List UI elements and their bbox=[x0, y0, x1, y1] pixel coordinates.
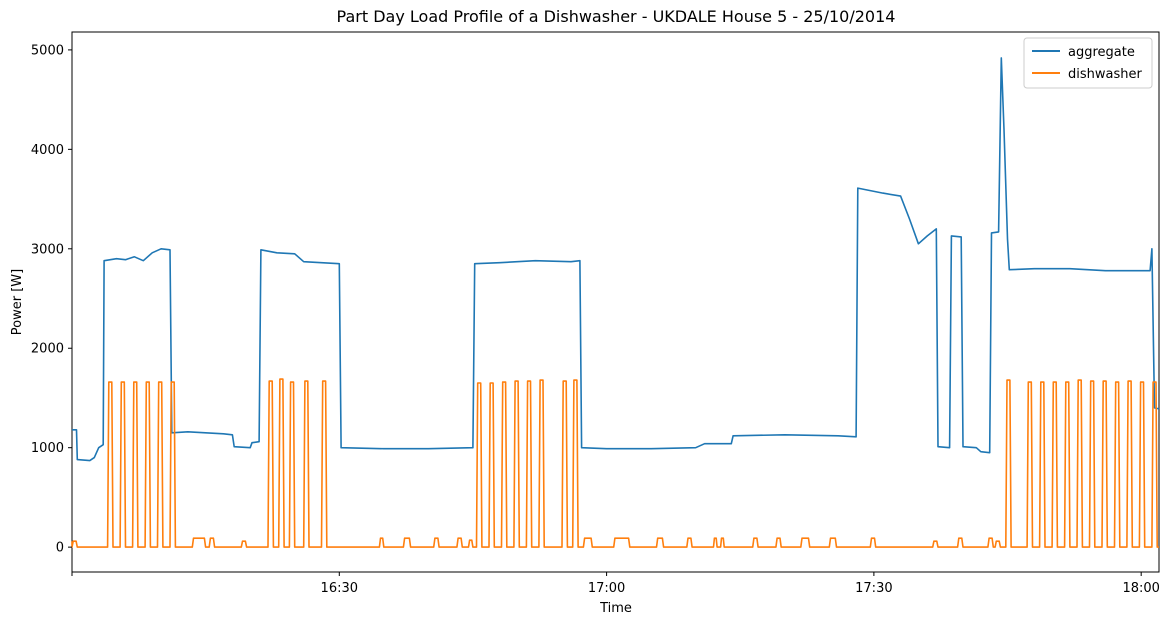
y-tick-label: 3000 bbox=[31, 242, 64, 257]
x-axis-label: Time bbox=[599, 601, 632, 616]
y-tick-label: 1000 bbox=[31, 441, 64, 456]
x-tick-label: 16:30 bbox=[321, 581, 358, 596]
legend: aggregate dishwasher bbox=[1023, 37, 1153, 89]
plot-frame bbox=[71, 31, 1160, 573]
chart-title: Part Day Load Profile of a Dishwasher - … bbox=[337, 7, 896, 26]
legend-label-aggregate: aggregate bbox=[1068, 45, 1135, 60]
y-tick-label: 5000 bbox=[31, 43, 64, 58]
series-layer bbox=[71, 57, 1160, 548]
x-tick-label: 18:00 bbox=[1122, 581, 1159, 596]
y-tick-label: 2000 bbox=[31, 342, 64, 357]
x-tick-label: 17:30 bbox=[855, 581, 892, 596]
y-axis-ticks: 0 1000 2000 3000 4000 5000 bbox=[31, 43, 72, 556]
series-line-aggregate bbox=[72, 57, 1160, 462]
legend-label-dishwasher: dishwasher bbox=[1068, 67, 1142, 82]
y-axis-label: Power [W] bbox=[10, 269, 25, 335]
x-axis-ticks: 16:30 17:00 17:30 18:00 bbox=[71, 572, 1160, 596]
x-tick-label: 17:00 bbox=[588, 581, 625, 596]
y-tick-label: 0 bbox=[56, 541, 64, 556]
y-tick-label: 4000 bbox=[31, 143, 64, 158]
plot-area: 0 1000 2000 3000 4000 5000 16:30 17:00 17:30 18:… bbox=[31, 31, 1160, 596]
series-line-dishwasher bbox=[71, 378, 1159, 548]
